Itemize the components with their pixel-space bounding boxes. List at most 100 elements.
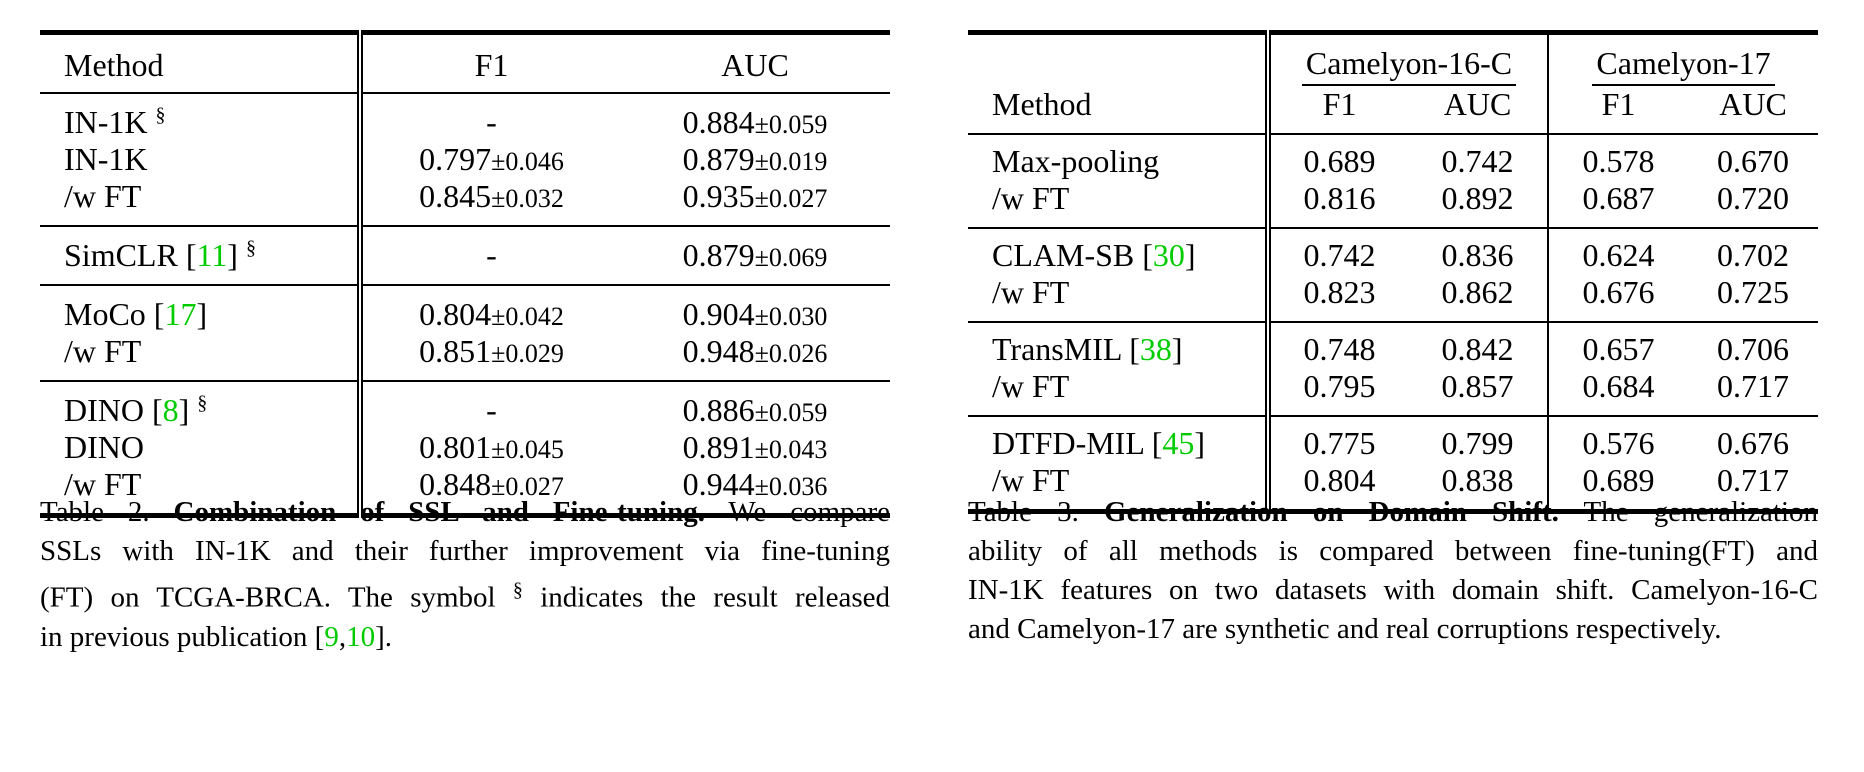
citation-link[interactable]: 45	[1162, 425, 1195, 461]
table-2-caption: Table 2. Combination of SSL and Fine-tun…	[40, 493, 890, 657]
method-name: TransMIL	[992, 331, 1122, 367]
metric-label: F1	[1322, 86, 1357, 122]
method-cell: /w FT	[40, 466, 363, 516]
table-3-header-dataset: Camelyon-17	[1547, 32, 1818, 86]
table-row: IN-1K 0.797±0.046 0.879±0.019	[40, 141, 890, 178]
auc-value: 0.891	[682, 429, 755, 465]
caption-text: ,	[338, 620, 347, 653]
auc-cell: 0.904±0.030	[620, 285, 890, 333]
f1-value: -	[486, 392, 497, 428]
method-cell: Max-pooling	[968, 134, 1271, 180]
section-symbol: §	[512, 579, 523, 601]
method-name: /w FT	[64, 333, 142, 369]
metric-label: F1	[1547, 86, 1688, 134]
auc-std: ±0.069	[754, 243, 828, 272]
value-cell: 0.624	[1547, 228, 1688, 274]
table-row: SimCLR [11] § - 0.879±0.069	[40, 226, 890, 285]
section-symbol: §	[245, 237, 256, 260]
value-cell: 0.838	[1441, 462, 1514, 498]
citation-link[interactable]: 9	[324, 620, 339, 653]
method-cell: IN-1K	[40, 141, 363, 178]
f1-value: 0.848	[419, 466, 492, 502]
value-cell: 0.775	[1303, 425, 1376, 461]
f1-value: -	[486, 237, 497, 273]
table-2-header-row: Method F1 AUC	[40, 32, 890, 93]
value-cell: 0.823	[1303, 274, 1376, 310]
auc-value: 0.886	[682, 392, 755, 428]
method-cell: IN-1K §	[40, 93, 363, 141]
dataset-label: Camelyon-17	[1592, 45, 1775, 86]
table-row: CLAM-SB [30] 0.742 0.836 0.624 0.702	[968, 228, 1818, 274]
table-row: TransMIL [38] 0.748 0.842 0.657 0.706	[968, 322, 1818, 368]
method-name: /w FT	[64, 178, 142, 214]
citation-link[interactable]: 38	[1139, 331, 1172, 367]
f1-std: ±0.046	[491, 147, 564, 176]
value-cell: 0.576	[1547, 416, 1688, 462]
auc-std: ±0.030	[754, 302, 828, 331]
method-cell: /w FT	[968, 274, 1271, 322]
table-row: DTFD-MIL [45] 0.775 0.799 0.576 0.676	[968, 416, 1818, 462]
table-2-header-f1: F1	[474, 47, 509, 83]
method-name: DTFD-MIL	[992, 425, 1144, 461]
f1-std: ±0.027	[491, 472, 564, 501]
auc-value: 0.904	[682, 296, 755, 332]
table-2-header-auc: AUC	[721, 47, 789, 83]
value-cell: 0.795	[1303, 368, 1376, 404]
method-name: CLAM-SB	[992, 237, 1135, 273]
auc-cell: 0.886±0.059	[620, 381, 890, 429]
table-row: /w FT 0.823 0.862 0.676 0.725	[968, 274, 1818, 322]
table-3-caption: Table 3. Generalization on Domain Shift.…	[968, 493, 1818, 649]
method-cell: CLAM-SB [30]	[968, 228, 1271, 274]
citation-link[interactable]: 11	[196, 237, 228, 273]
caption-text: We compare	[728, 496, 890, 528]
value-cell: 0.717	[1717, 368, 1789, 404]
method-cell: /w FT	[40, 333, 363, 381]
table-3-header-method: Method	[968, 32, 1271, 134]
caption-text: ability of all methods is compared betwe…	[968, 535, 1818, 567]
auc-value: 0.879	[682, 237, 755, 273]
table-row: Max-pooling 0.689 0.742 0.578 0.670	[968, 134, 1818, 180]
method-name: IN-1K	[64, 141, 148, 177]
auc-std: ±0.059	[754, 110, 828, 139]
metric-label: AUC	[1719, 86, 1787, 122]
table-row: /w FT 0.845±0.032 0.935±0.027	[40, 178, 890, 226]
caption-text: The generalization	[1583, 496, 1819, 528]
citation-link[interactable]: 30	[1152, 237, 1185, 273]
f1-value: 0.797	[419, 141, 492, 177]
value-cell: 0.706	[1717, 331, 1789, 367]
auc-std: ±0.036	[754, 472, 828, 501]
table-row: IN-1K § - 0.884±0.059	[40, 93, 890, 141]
method-name: /w FT	[992, 274, 1070, 310]
value-cell: 0.804	[1303, 462, 1376, 498]
value-cell: 0.670	[1717, 143, 1789, 179]
f1-cell: 0.845±0.032	[360, 178, 620, 226]
table-row: /w FT 0.816 0.892 0.687 0.720	[968, 180, 1818, 228]
value-cell: 0.842	[1441, 331, 1514, 367]
value-cell: 0.742	[1441, 143, 1514, 179]
caption-text: indicates the result released	[540, 581, 891, 614]
f1-cell: 0.801±0.045	[360, 429, 620, 466]
caption-text: IN-1K features on two datasets with doma…	[968, 574, 1818, 606]
citation-link[interactable]: 10	[346, 620, 376, 653]
method-cell: /w FT	[968, 368, 1271, 416]
citation-link[interactable]: 17	[164, 296, 197, 332]
table-row: /w FT 0.851±0.029 0.948±0.026	[40, 333, 890, 381]
citation-link[interactable]: 8	[162, 392, 179, 428]
f1-std: ±0.029	[491, 339, 564, 368]
value-cell: 0.676	[1717, 425, 1789, 461]
value-cell: 0.862	[1441, 274, 1514, 310]
f1-std: ±0.042	[491, 302, 564, 331]
value-cell: 0.799	[1441, 425, 1514, 461]
caption-text: ].	[375, 620, 392, 653]
table-row: DINO [8] § - 0.886±0.059	[40, 381, 890, 429]
section-symbol: §	[155, 104, 166, 127]
f1-cell: 0.851±0.029	[360, 333, 620, 381]
method-cell: SimCLR [11] §	[40, 226, 363, 285]
table-3-metric-row: F1 AUC F1 AUC	[968, 86, 1818, 134]
caption-title: Combination of SSL and Fine-tuning.	[173, 496, 705, 528]
metric-label: AUC	[1443, 86, 1512, 122]
f1-cell: 0.804±0.042	[360, 285, 620, 333]
value-cell: 0.702	[1717, 237, 1789, 273]
auc-cell: 0.935±0.027	[620, 178, 890, 226]
method-cell: DINO [8] §	[40, 381, 363, 429]
